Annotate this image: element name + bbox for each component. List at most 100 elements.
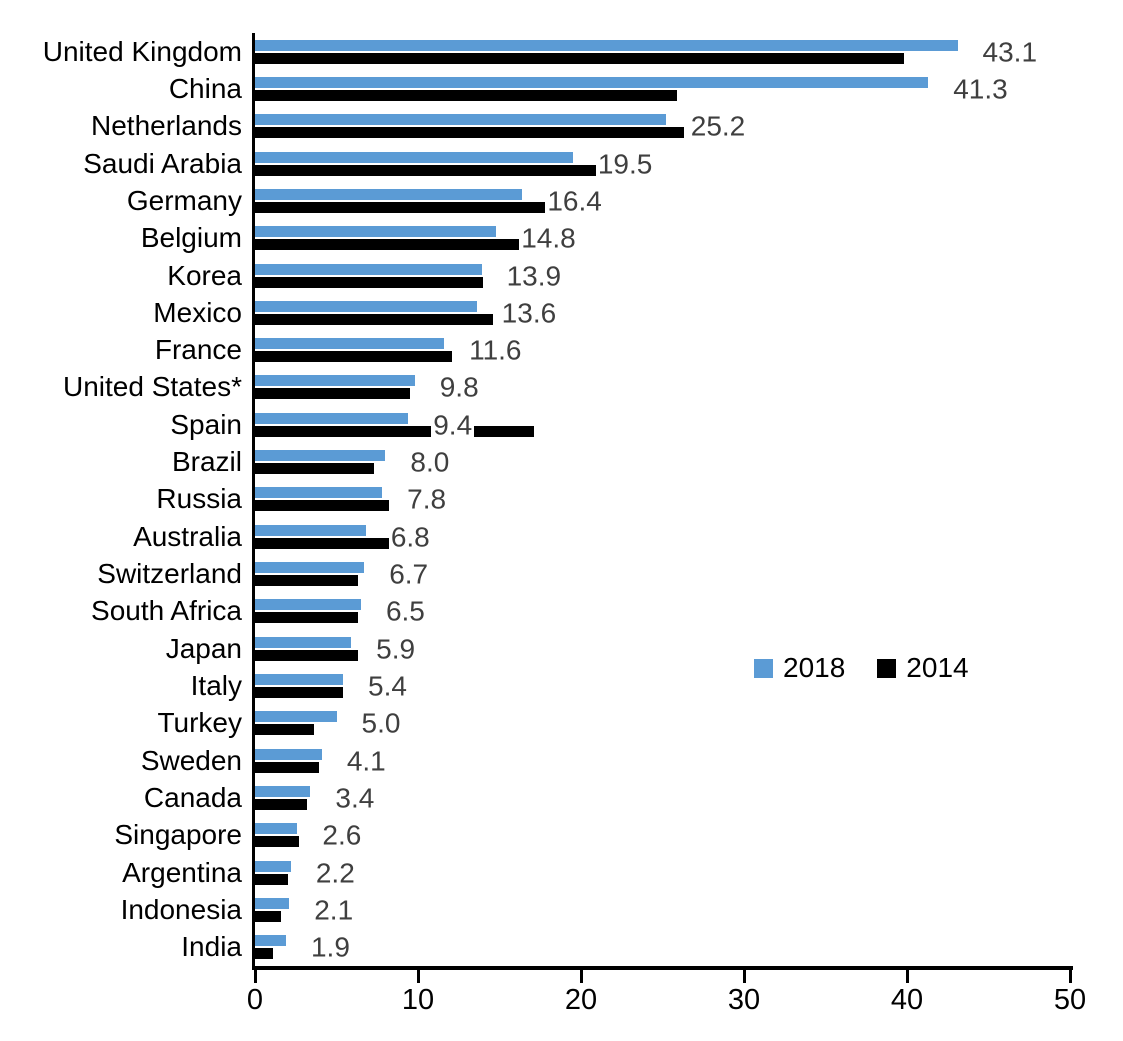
- legend-swatch-2018: [754, 658, 773, 678]
- category-label: Canada: [143, 781, 242, 813]
- bar-row: Korea 13.9: [167, 257, 1070, 294]
- value-label: 25.2: [688, 110, 748, 142]
- x-axis-tick: [905, 970, 909, 983]
- value-label: 19.5: [595, 147, 655, 179]
- bar-2014: [255, 201, 547, 213]
- category-label: Korea: [167, 259, 242, 291]
- category-label: Netherlands: [91, 110, 242, 142]
- value-label: 2.6: [320, 819, 364, 851]
- bar-2018: [255, 76, 929, 88]
- bar-2014: [255, 798, 308, 810]
- bar-row: China 41.3: [169, 70, 1070, 107]
- bar-row: Italy 5.4: [191, 667, 1070, 704]
- category-label: France: [154, 334, 242, 366]
- bar-2014: [255, 164, 603, 176]
- category-label: Argentina: [122, 856, 242, 888]
- bar-2018: [255, 114, 666, 126]
- value-label: 41.3: [951, 73, 1010, 105]
- bar-2014: [255, 873, 288, 885]
- bar-2014: [255, 836, 299, 848]
- value-label: 6.7: [387, 558, 431, 590]
- bar-row: Brazil 8.0: [172, 443, 1070, 480]
- bar-row: India 1.9: [181, 929, 1070, 966]
- bar-2018: [255, 300, 477, 312]
- bar-2014: [255, 276, 484, 288]
- category-label: Australia: [133, 520, 242, 552]
- bar-row: United States* 9.8: [63, 369, 1070, 406]
- bar-2018: [255, 39, 958, 51]
- bar-2018: [255, 412, 409, 424]
- bar-2018: [255, 935, 286, 947]
- x-axis-line: [252, 966, 1073, 970]
- value-label: 9.8: [437, 371, 481, 403]
- category-label: Switzerland: [97, 558, 242, 590]
- value-label: 5.4: [366, 670, 409, 702]
- bar-row: Sweden 4.1: [141, 742, 1070, 779]
- x-axis-tick-label: 0: [246, 984, 264, 1016]
- category-label: Japan: [165, 632, 242, 664]
- bar-2018: [255, 860, 291, 872]
- value-label: 43.1: [980, 35, 1040, 67]
- category-label: United Kingdom: [42, 35, 242, 67]
- legend: 2018 2014: [754, 652, 969, 684]
- x-axis-tick: [416, 970, 420, 983]
- bar-row: Germany 16.4: [127, 182, 1070, 219]
- category-label: Spain: [170, 408, 242, 440]
- value-label: 9.4: [431, 409, 475, 441]
- bar-2018: [255, 599, 361, 611]
- bar-2014: [255, 612, 358, 624]
- bar-row: Indonesia 2.1: [121, 891, 1070, 928]
- bar-2018: [255, 897, 290, 909]
- bar-row: Switzerland 6.7: [97, 555, 1070, 592]
- category-label: India: [181, 931, 242, 963]
- value-label: 14.8: [519, 222, 578, 254]
- category-label: Saudi Arabia: [83, 147, 242, 179]
- value-label: 7.8: [405, 483, 449, 515]
- bar-row: Mexico 13.6: [153, 294, 1070, 331]
- value-label: 4.1: [344, 744, 388, 776]
- bar-2014: [255, 537, 410, 549]
- value-label: 2.1: [312, 894, 356, 926]
- value-label: 16.4: [545, 185, 604, 217]
- bar-2014: [255, 575, 358, 587]
- y-axis-line: [252, 33, 255, 970]
- x-axis-tick: [579, 970, 583, 983]
- bar-row: Russia 7.8: [156, 481, 1070, 518]
- category-label: Indonesia: [120, 893, 242, 925]
- bar-row: United Kingdom 43.1: [43, 33, 1070, 70]
- legend-item-2014: 2014: [877, 652, 969, 684]
- bar-2014: [255, 649, 358, 661]
- bar-row: Belgium 14.8: [141, 220, 1070, 257]
- bar-rows: United Kingdom 43.1 China 41.3 Netherlands 25…: [43, 33, 1070, 966]
- bar-2018: [255, 226, 497, 238]
- x-axis-tick: [253, 970, 257, 983]
- value-label: 1.9: [308, 931, 352, 963]
- value-label: 6.5: [383, 595, 427, 627]
- value-label: 5.0: [359, 707, 403, 739]
- category-label: Sweden: [140, 744, 242, 776]
- category-label: Brazil: [171, 446, 242, 478]
- bar-row: Australia 6.8: [133, 518, 1070, 555]
- bar-2014: [255, 425, 534, 437]
- bar-row: South Africa 6.5: [91, 593, 1070, 630]
- bar-2018: [255, 636, 352, 648]
- bar-row: Argentina 2.2: [122, 854, 1070, 891]
- bar-2018: [255, 151, 573, 163]
- bar-2014: [255, 127, 684, 139]
- x-axis-tick-label: 40: [890, 984, 924, 1016]
- bar-2018: [255, 524, 366, 536]
- bar-2018: [255, 748, 322, 760]
- bar-2018: [255, 785, 311, 797]
- category-label: Belgium: [140, 222, 242, 254]
- bar-2014: [255, 724, 314, 736]
- x-axis-tick: [1068, 970, 1072, 983]
- legend-label: 2018: [783, 652, 846, 683]
- bar-2014: [255, 313, 493, 325]
- bar-2014: [255, 500, 389, 512]
- category-label: Turkey: [157, 707, 242, 739]
- value-label: 2.2: [313, 856, 357, 888]
- x-axis-tick-label: 50: [1053, 984, 1087, 1016]
- bar-2018: [255, 562, 365, 574]
- bar-2014: [255, 388, 410, 400]
- bar-row: Japan 5.9: [166, 630, 1070, 667]
